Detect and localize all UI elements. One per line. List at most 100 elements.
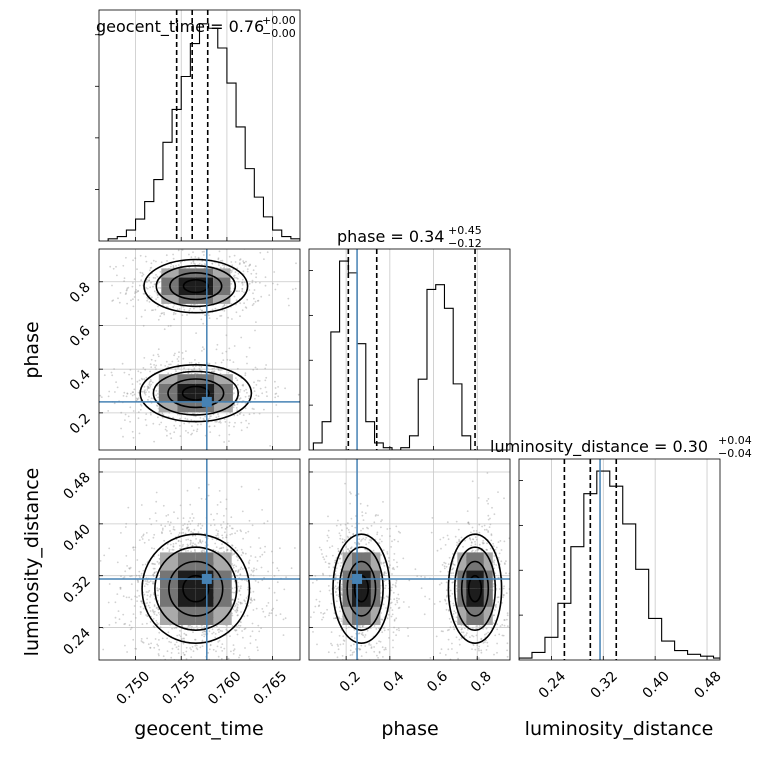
sample-point bbox=[240, 411, 242, 414]
sample-point bbox=[375, 514, 377, 516]
sample-point bbox=[136, 596, 138, 598]
sample-point bbox=[161, 312, 164, 314]
sample-point bbox=[128, 567, 131, 570]
sample-point bbox=[153, 626, 156, 629]
sample-point bbox=[243, 628, 246, 631]
sample-point bbox=[395, 525, 398, 528]
sample-point bbox=[383, 629, 386, 632]
sample-point bbox=[135, 397, 138, 400]
sample-point bbox=[321, 618, 323, 621]
sample-point bbox=[497, 541, 500, 543]
sample-point bbox=[156, 621, 159, 624]
sample-point bbox=[183, 523, 186, 525]
sample-point bbox=[352, 533, 355, 536]
sample-point bbox=[211, 308, 214, 311]
sample-point bbox=[114, 601, 117, 604]
sample-point bbox=[159, 287, 162, 289]
sample-point bbox=[199, 522, 202, 525]
sample-point bbox=[153, 283, 156, 286]
sample-point bbox=[116, 561, 119, 564]
sample-point bbox=[124, 570, 127, 573]
sample-point bbox=[396, 561, 398, 564]
sample-point bbox=[168, 550, 171, 553]
sample-point bbox=[334, 585, 337, 588]
sample-point bbox=[239, 573, 242, 576]
sample-point bbox=[175, 626, 177, 629]
sample-point bbox=[345, 627, 348, 629]
sample-point bbox=[385, 607, 387, 609]
sample-point bbox=[132, 391, 135, 394]
sample-point bbox=[155, 298, 158, 301]
sample-point bbox=[217, 258, 220, 261]
sample-point bbox=[156, 606, 159, 609]
sample-point bbox=[248, 559, 251, 562]
sample-point bbox=[195, 647, 198, 649]
sample-point bbox=[358, 542, 361, 545]
sample-point bbox=[334, 651, 336, 654]
sample-point bbox=[485, 649, 488, 651]
sample-point bbox=[445, 581, 448, 584]
sample-point bbox=[200, 624, 203, 627]
sample-point bbox=[475, 530, 478, 532]
sample-point bbox=[213, 370, 216, 373]
sample-point bbox=[505, 592, 508, 594]
sample-point bbox=[197, 542, 200, 544]
sample-point bbox=[258, 537, 260, 539]
sample-point bbox=[186, 543, 189, 546]
sample-point bbox=[467, 628, 469, 631]
sample-point bbox=[138, 379, 141, 382]
sample-point bbox=[241, 551, 244, 554]
sample-point bbox=[155, 368, 157, 370]
sample-point bbox=[137, 417, 140, 420]
sample-point bbox=[123, 623, 126, 626]
sample-point bbox=[225, 628, 228, 631]
sample-point bbox=[322, 616, 325, 619]
sample-point bbox=[135, 523, 138, 526]
sample-point bbox=[236, 379, 239, 382]
sample-point bbox=[458, 538, 460, 541]
sample-point bbox=[387, 596, 389, 599]
sample-point bbox=[277, 386, 279, 388]
sample-point bbox=[467, 522, 470, 524]
sample-point bbox=[514, 675, 516, 677]
sample-point bbox=[361, 514, 364, 517]
sample-point bbox=[357, 632, 360, 635]
sample-point bbox=[188, 309, 191, 312]
sample-point bbox=[115, 381, 117, 383]
sample-point bbox=[340, 553, 343, 556]
sample-point bbox=[187, 368, 190, 371]
sample-point bbox=[408, 661, 410, 663]
sample-point bbox=[254, 281, 257, 284]
sample-point bbox=[145, 376, 148, 379]
grid-lines bbox=[345, 249, 478, 450]
sample-point bbox=[245, 674, 247, 676]
sample-point bbox=[335, 567, 338, 569]
sample-point bbox=[188, 528, 191, 531]
sample-point bbox=[486, 500, 488, 502]
sample-point bbox=[119, 586, 122, 589]
sample-point bbox=[230, 516, 233, 519]
sample-point bbox=[287, 297, 290, 300]
sample-point bbox=[190, 550, 193, 553]
sample-point bbox=[218, 421, 221, 424]
sample-point bbox=[429, 657, 432, 659]
sample-point bbox=[173, 529, 176, 531]
sample-point bbox=[380, 612, 383, 614]
sample-point bbox=[149, 380, 151, 383]
sample-point bbox=[234, 629, 236, 631]
sample-point bbox=[137, 290, 139, 293]
sample-point bbox=[261, 392, 264, 395]
sample-point bbox=[376, 533, 378, 536]
sample-point bbox=[243, 291, 246, 294]
sample-point bbox=[147, 643, 150, 646]
sample-point bbox=[153, 563, 155, 565]
sample-point bbox=[447, 638, 450, 641]
sample-point bbox=[349, 502, 351, 505]
sample-point bbox=[252, 590, 255, 593]
sample-point bbox=[108, 583, 111, 585]
sample-point bbox=[171, 627, 174, 630]
sample-point bbox=[177, 264, 180, 266]
sample-point bbox=[157, 348, 160, 351]
sample-point bbox=[368, 642, 371, 644]
sample-point bbox=[482, 542, 485, 545]
